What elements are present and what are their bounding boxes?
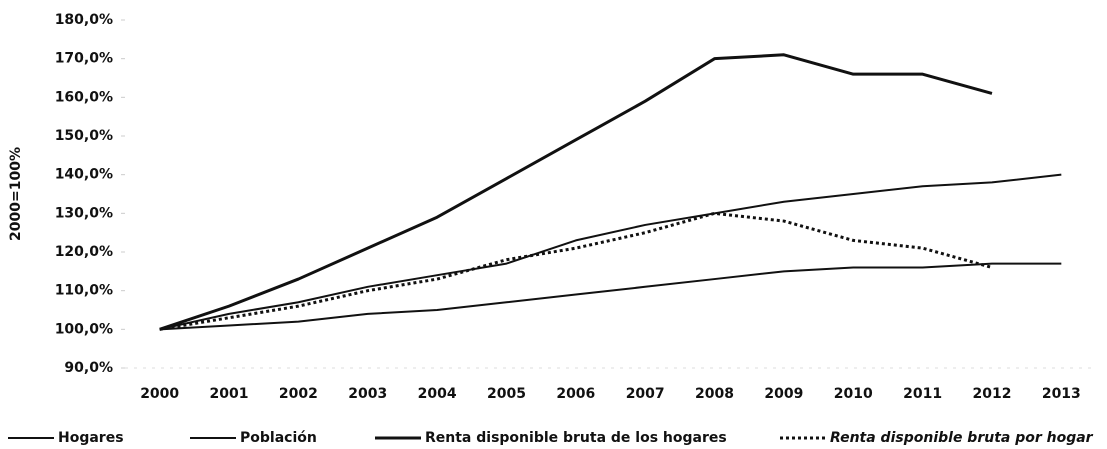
x-tick-label: 2006 xyxy=(556,386,595,402)
y-tick-label: 130,0% xyxy=(55,205,113,221)
y-tick-label: 100,0% xyxy=(55,321,113,337)
x-tick-label: 2012 xyxy=(972,386,1011,402)
y-tick-label: 90,0% xyxy=(64,360,113,376)
x-tick-label: 2008 xyxy=(695,386,734,402)
x-tick-label: 2010 xyxy=(834,386,873,402)
y-tick-label: 140,0% xyxy=(55,167,113,183)
x-tick-label: 2002 xyxy=(279,386,318,402)
y-tick-label: 180,0% xyxy=(55,12,113,28)
series-line xyxy=(159,53,993,331)
x-tick-label: 2007 xyxy=(626,386,665,402)
legend-label: Población xyxy=(240,430,317,446)
series-line xyxy=(159,262,1062,331)
x-tick-label: 2004 xyxy=(418,386,457,402)
x-tick-label: 2013 xyxy=(1042,386,1081,402)
series-line xyxy=(159,211,993,331)
y-tick-label: 110,0% xyxy=(55,283,113,299)
y-tick-label: 170,0% xyxy=(55,51,113,67)
x-tick-label: 2005 xyxy=(487,386,526,402)
y-axis-label: 2000=100% xyxy=(8,147,24,241)
legend-label: Renta disponible bruta de los hogares xyxy=(425,430,727,446)
y-tick-label: 150,0% xyxy=(55,128,113,144)
legend-label: Renta disponible bruta por hogar xyxy=(830,430,1094,446)
legend-label: Hogares xyxy=(58,430,124,446)
x-tick-label: 2001 xyxy=(210,386,249,402)
series-line xyxy=(159,173,1062,331)
y-tick-label: 160,0% xyxy=(55,89,113,105)
x-tick-label: 2011 xyxy=(903,386,942,402)
x-tick-label: 2003 xyxy=(348,386,387,402)
x-tick-label: 2000 xyxy=(140,386,179,402)
y-tick-label: 120,0% xyxy=(55,244,113,260)
x-tick-label: 2009 xyxy=(764,386,803,402)
